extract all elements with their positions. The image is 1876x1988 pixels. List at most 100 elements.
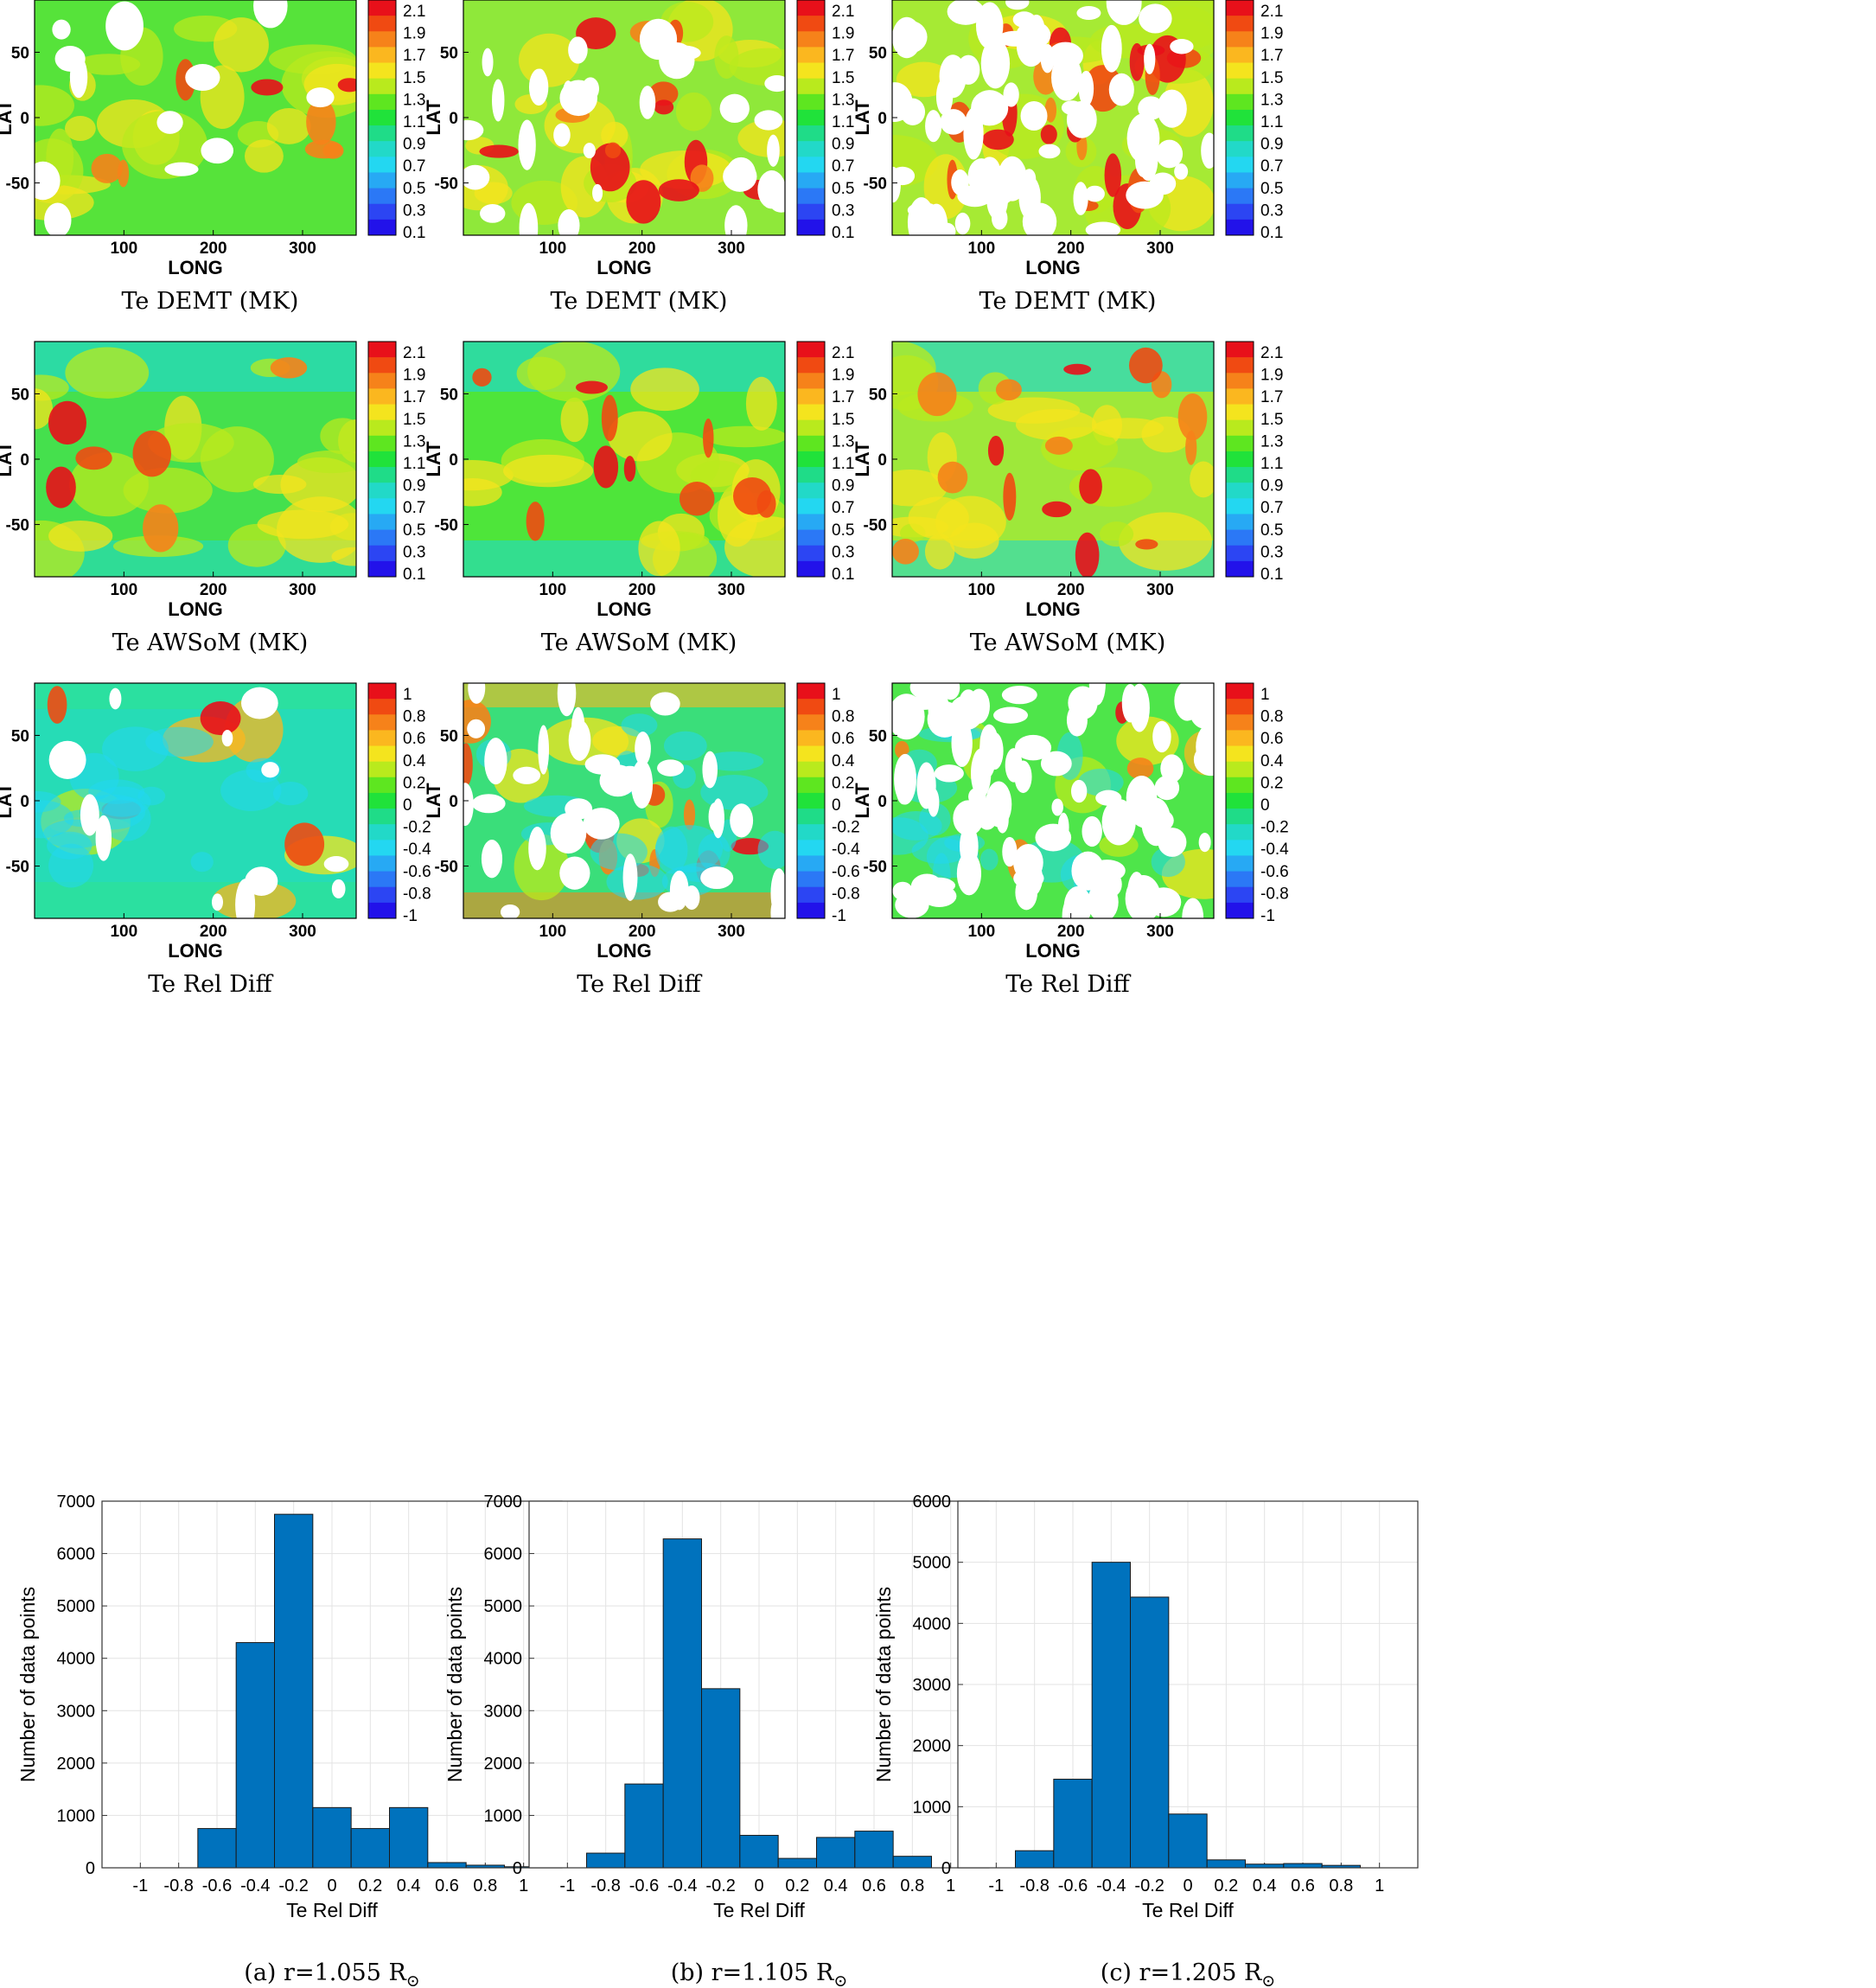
warm-region bbox=[320, 418, 356, 455]
missing-data bbox=[1158, 828, 1187, 857]
y-tick-label: -50 bbox=[435, 859, 458, 877]
map-field bbox=[35, 342, 356, 577]
colorbar-label: 0.2 bbox=[832, 774, 854, 792]
colorbar-label: 0.5 bbox=[1260, 180, 1283, 198]
y-tick-label: 6000 bbox=[913, 1493, 952, 1512]
missing-data bbox=[934, 764, 964, 783]
histogram-bar bbox=[1168, 1813, 1208, 1869]
y-tick-label: 2000 bbox=[57, 1755, 96, 1774]
warm-region bbox=[64, 116, 96, 142]
missing-data bbox=[571, 706, 585, 748]
warm-region bbox=[724, 516, 785, 577]
x-tick-label: -0.8 bbox=[163, 1876, 193, 1895]
colorbar-band bbox=[1226, 529, 1254, 547]
colorbar-band bbox=[797, 871, 825, 888]
colorbar-band bbox=[1226, 0, 1254, 16]
y-tick-label: -50 bbox=[6, 176, 29, 194]
colorbar-band bbox=[797, 777, 825, 794]
colorbar-label: 0.1 bbox=[1260, 224, 1283, 242]
colorbar-band bbox=[797, 483, 825, 499]
missing-data bbox=[1149, 172, 1177, 195]
x-tick-label: 200 bbox=[200, 923, 227, 941]
missing-data bbox=[245, 866, 278, 896]
missing-data bbox=[928, 788, 940, 817]
colorbar-band bbox=[1226, 125, 1254, 142]
missing-data bbox=[1071, 851, 1105, 891]
missing-data bbox=[211, 893, 224, 911]
colorbar-band bbox=[1226, 157, 1254, 173]
missing-data bbox=[201, 137, 234, 164]
colorbar-band bbox=[368, 545, 396, 562]
missing-data bbox=[896, 775, 911, 805]
colorbar-frame bbox=[796, 341, 826, 578]
colorbar-label: 1.7 bbox=[403, 47, 425, 65]
colorbar-band bbox=[1226, 388, 1254, 406]
warm-region bbox=[1119, 512, 1213, 571]
missing-data bbox=[1073, 182, 1088, 215]
caption-text: (a) r=1.055 R bbox=[244, 1959, 406, 1986]
colorbar-band bbox=[368, 514, 396, 531]
panel-caption: Te Rel Diff bbox=[148, 971, 273, 998]
x-tick-label: 1 bbox=[519, 1876, 528, 1895]
colorbar-band bbox=[797, 824, 825, 841]
y-axis-label: LAT bbox=[852, 783, 873, 819]
y-axis-label: LAT bbox=[423, 441, 444, 477]
missing-data bbox=[907, 197, 935, 235]
colorbar-band bbox=[1226, 435, 1254, 452]
missing-data bbox=[1126, 776, 1158, 821]
colorbar-band bbox=[797, 31, 825, 48]
colorbar-frame bbox=[367, 0, 397, 236]
colorbar-band bbox=[368, 62, 396, 80]
colorbar-band bbox=[797, 840, 825, 856]
colorbar-label: 1.1 bbox=[832, 113, 854, 131]
colorbar-label: 0.1 bbox=[1260, 566, 1283, 584]
missing-data bbox=[757, 170, 785, 209]
colorbar-label: -0.6 bbox=[832, 863, 860, 881]
missing-data bbox=[1139, 3, 1172, 34]
warm-region bbox=[630, 368, 699, 412]
missing-data bbox=[1003, 82, 1019, 107]
contour-map-2-3 bbox=[891, 341, 1254, 578]
colorbar-band bbox=[368, 699, 396, 715]
colorbar-label: 0.8 bbox=[832, 708, 854, 726]
colorbar-label: -0.2 bbox=[832, 819, 860, 837]
colorbar-band bbox=[797, 62, 825, 80]
missing-data bbox=[253, 0, 288, 29]
colorbar-label: 0.7 bbox=[832, 499, 854, 517]
hot-spot bbox=[132, 430, 171, 477]
colorbar-label: 1.9 bbox=[403, 25, 425, 43]
warm-region bbox=[35, 85, 74, 126]
colorbar-band bbox=[1226, 219, 1254, 236]
colorbar-label: 0 bbox=[403, 796, 412, 815]
colorbar-label: 1.3 bbox=[832, 91, 854, 109]
colorbar-band bbox=[1226, 871, 1254, 888]
hot-spot bbox=[654, 99, 674, 115]
colorbar-frame bbox=[1225, 341, 1254, 578]
colorbar-band bbox=[1226, 16, 1254, 32]
histogram-bar bbox=[586, 1852, 626, 1869]
colorbar-label: 0.9 bbox=[832, 136, 854, 154]
missing-data bbox=[1040, 751, 1072, 777]
colorbar-band bbox=[1226, 342, 1254, 358]
histogram-1 bbox=[101, 1500, 563, 1869]
colorbar-band bbox=[797, 435, 825, 452]
contour-map-1-2 bbox=[463, 0, 826, 236]
y-tick-label: 4000 bbox=[484, 1650, 523, 1669]
y-tick-label: -50 bbox=[6, 517, 29, 535]
map-field bbox=[463, 0, 785, 235]
missing-data bbox=[1002, 836, 1018, 867]
missing-data bbox=[1138, 96, 1165, 120]
y-tick-label: 0 bbox=[449, 110, 458, 128]
missing-data bbox=[467, 719, 486, 738]
colorbar-band bbox=[368, 47, 396, 64]
x-tick-label: 100 bbox=[539, 240, 566, 258]
contour-map-3-2 bbox=[463, 682, 826, 919]
panel-caption: (a) r=1.055 R⊙ bbox=[244, 1959, 419, 1988]
colorbar-band bbox=[1226, 683, 1254, 700]
x-tick-label: 300 bbox=[1146, 240, 1174, 258]
colorbar-label: -1 bbox=[1260, 907, 1275, 925]
colorbar-band bbox=[797, 902, 825, 919]
hot-spot bbox=[1042, 501, 1072, 518]
warm-region bbox=[122, 111, 207, 179]
colorbar-band bbox=[1226, 714, 1254, 731]
